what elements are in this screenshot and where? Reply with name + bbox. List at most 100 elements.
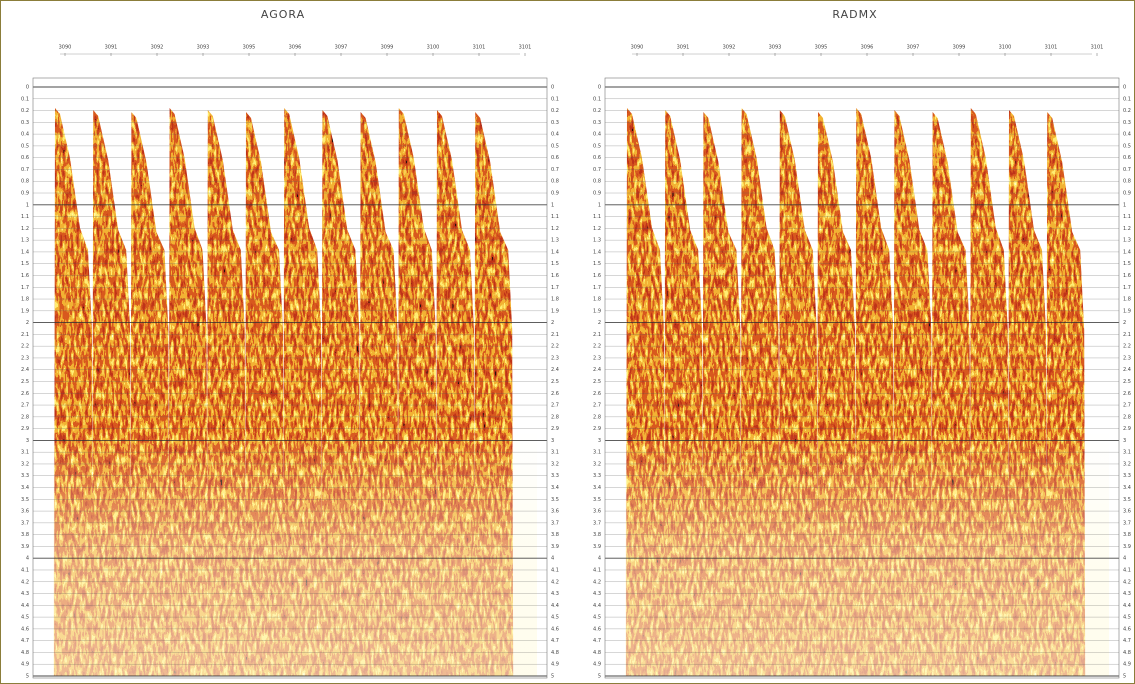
- time-label-left: 3.5: [593, 497, 601, 503]
- time-label-left: 0.7: [21, 167, 29, 173]
- time-label-right: 4.2: [551, 579, 559, 585]
- time-label-right: 3.9: [551, 544, 559, 550]
- time-label-right: 0.3: [1123, 120, 1131, 126]
- time-label-left: 0.1: [21, 96, 29, 102]
- time-label-right: 2.4: [1123, 367, 1131, 373]
- time-label-left: 2.6: [593, 391, 601, 397]
- time-label-left: 2.8: [593, 414, 601, 420]
- shot-label: 3100: [999, 45, 1012, 51]
- time-label-left: 3.4: [21, 485, 29, 491]
- time-label-left: 2.5: [21, 379, 29, 385]
- time-label-left: 2.7: [593, 403, 601, 409]
- deep-fade: [53, 430, 537, 676]
- time-label-right: 0.5: [551, 143, 559, 149]
- time-label-right: 2.9: [551, 426, 559, 432]
- time-label-left: 0.7: [593, 167, 601, 173]
- shot-label: 3101: [1045, 45, 1058, 51]
- time-label-left: 3.2: [21, 461, 29, 467]
- time-label-right: 2.4: [551, 367, 559, 373]
- time-label-right: 3.5: [551, 497, 559, 503]
- time-label-left: 4.4: [21, 603, 29, 609]
- time-label-left: 3.6: [21, 509, 29, 515]
- time-label-left: 3.3: [21, 473, 29, 479]
- time-label-left: 0.5: [21, 143, 29, 149]
- time-label-right: 4.8: [1123, 650, 1131, 656]
- time-label-left: 0.9: [593, 191, 601, 197]
- time-label-right: 2.7: [1123, 403, 1131, 409]
- shot-label: 3090: [631, 45, 644, 51]
- time-label-right: 4.6: [1123, 626, 1131, 632]
- time-label-left: 1: [598, 202, 601, 208]
- time-label-right: 0.2: [1123, 108, 1131, 114]
- time-label-left: 1.3: [593, 238, 601, 244]
- time-label-left: 1.5: [21, 261, 29, 267]
- time-label-left: 2.2: [21, 344, 29, 350]
- shot-label: 3101: [519, 45, 532, 51]
- time-label-left: 2.4: [21, 367, 29, 373]
- deep-fade: [625, 430, 1109, 676]
- time-label-left: 4.7: [21, 638, 29, 644]
- time-label-right: 4: [551, 556, 554, 562]
- time-label-left: 3.6: [593, 509, 601, 515]
- shot-label: 3096: [289, 45, 302, 51]
- time-label-right: 0.5: [1123, 143, 1131, 149]
- time-label-right: 2.7: [551, 403, 559, 409]
- time-label-left: 4.9: [21, 662, 29, 668]
- time-label-right: 1.8: [1123, 297, 1131, 303]
- time-label-right: 2.3: [1123, 355, 1131, 361]
- time-label-right: 2.8: [551, 414, 559, 420]
- time-label-right: 1.3: [1123, 238, 1131, 244]
- time-label-right: 4: [1123, 556, 1126, 562]
- panel-title: AGORA: [261, 8, 305, 21]
- time-label-right: 2.1: [1123, 332, 1131, 338]
- time-label-left: 2.5: [593, 379, 601, 385]
- time-label-right: 4.6: [551, 626, 559, 632]
- time-label-right: 1.6: [551, 273, 559, 279]
- time-label-left: 2.3: [593, 355, 601, 361]
- shot-label: 3097: [907, 45, 920, 51]
- panel-frame: [604, 77, 1120, 679]
- time-label-left: 4: [598, 556, 601, 562]
- time-label-left: 4.6: [593, 626, 601, 632]
- time-label-right: 3.1: [551, 450, 559, 456]
- time-label-right: 4.9: [1123, 662, 1131, 668]
- time-label-right: 4.4: [551, 603, 559, 609]
- time-label-right: 4.8: [551, 650, 559, 656]
- time-label-right: 2.8: [1123, 414, 1131, 420]
- time-label-left: 0.3: [593, 120, 601, 126]
- time-label-left: 3.4: [593, 485, 601, 491]
- shot-label: 3101: [473, 45, 486, 51]
- time-label-left: 4.4: [593, 603, 601, 609]
- time-label-right: 1: [1123, 202, 1126, 208]
- time-label-left: 2.9: [593, 426, 601, 432]
- time-label-left: 0.5: [593, 143, 601, 149]
- time-label-left: 2.9: [21, 426, 29, 432]
- time-label-right: 2.5: [551, 379, 559, 385]
- time-label-left: 3.1: [21, 450, 29, 456]
- time-label-right: 3.6: [1123, 509, 1131, 515]
- time-label-left: 2: [598, 320, 601, 326]
- time-label-left: 1.1: [21, 214, 29, 220]
- time-label-left: 1.6: [21, 273, 29, 279]
- time-label-left: 2.2: [593, 344, 601, 350]
- shot-label: 3092: [723, 45, 736, 51]
- time-label-right: 2.9: [1123, 426, 1131, 432]
- time-label-left: 2.6: [21, 391, 29, 397]
- time-label-right: 0: [551, 85, 554, 91]
- time-label-left: 1.7: [21, 285, 29, 291]
- time-label-right: 0.9: [551, 191, 559, 197]
- time-label-right: 0.2: [551, 108, 559, 114]
- time-label-left: 4.1: [593, 567, 601, 573]
- time-label-right: 4.3: [1123, 591, 1131, 597]
- time-label-left: 2.3: [21, 355, 29, 361]
- time-label-left: 2.7: [21, 403, 29, 409]
- time-label-left: 0.4: [593, 132, 601, 138]
- time-label-left: 3: [26, 438, 29, 444]
- shot-label: 3090: [59, 45, 72, 51]
- time-label-left: 0.2: [593, 108, 601, 114]
- time-label-right: 3.6: [551, 509, 559, 515]
- time-label-left: 0.4: [21, 132, 29, 138]
- time-label-right: 0.6: [1123, 155, 1131, 161]
- time-label-right: 4.4: [1123, 603, 1131, 609]
